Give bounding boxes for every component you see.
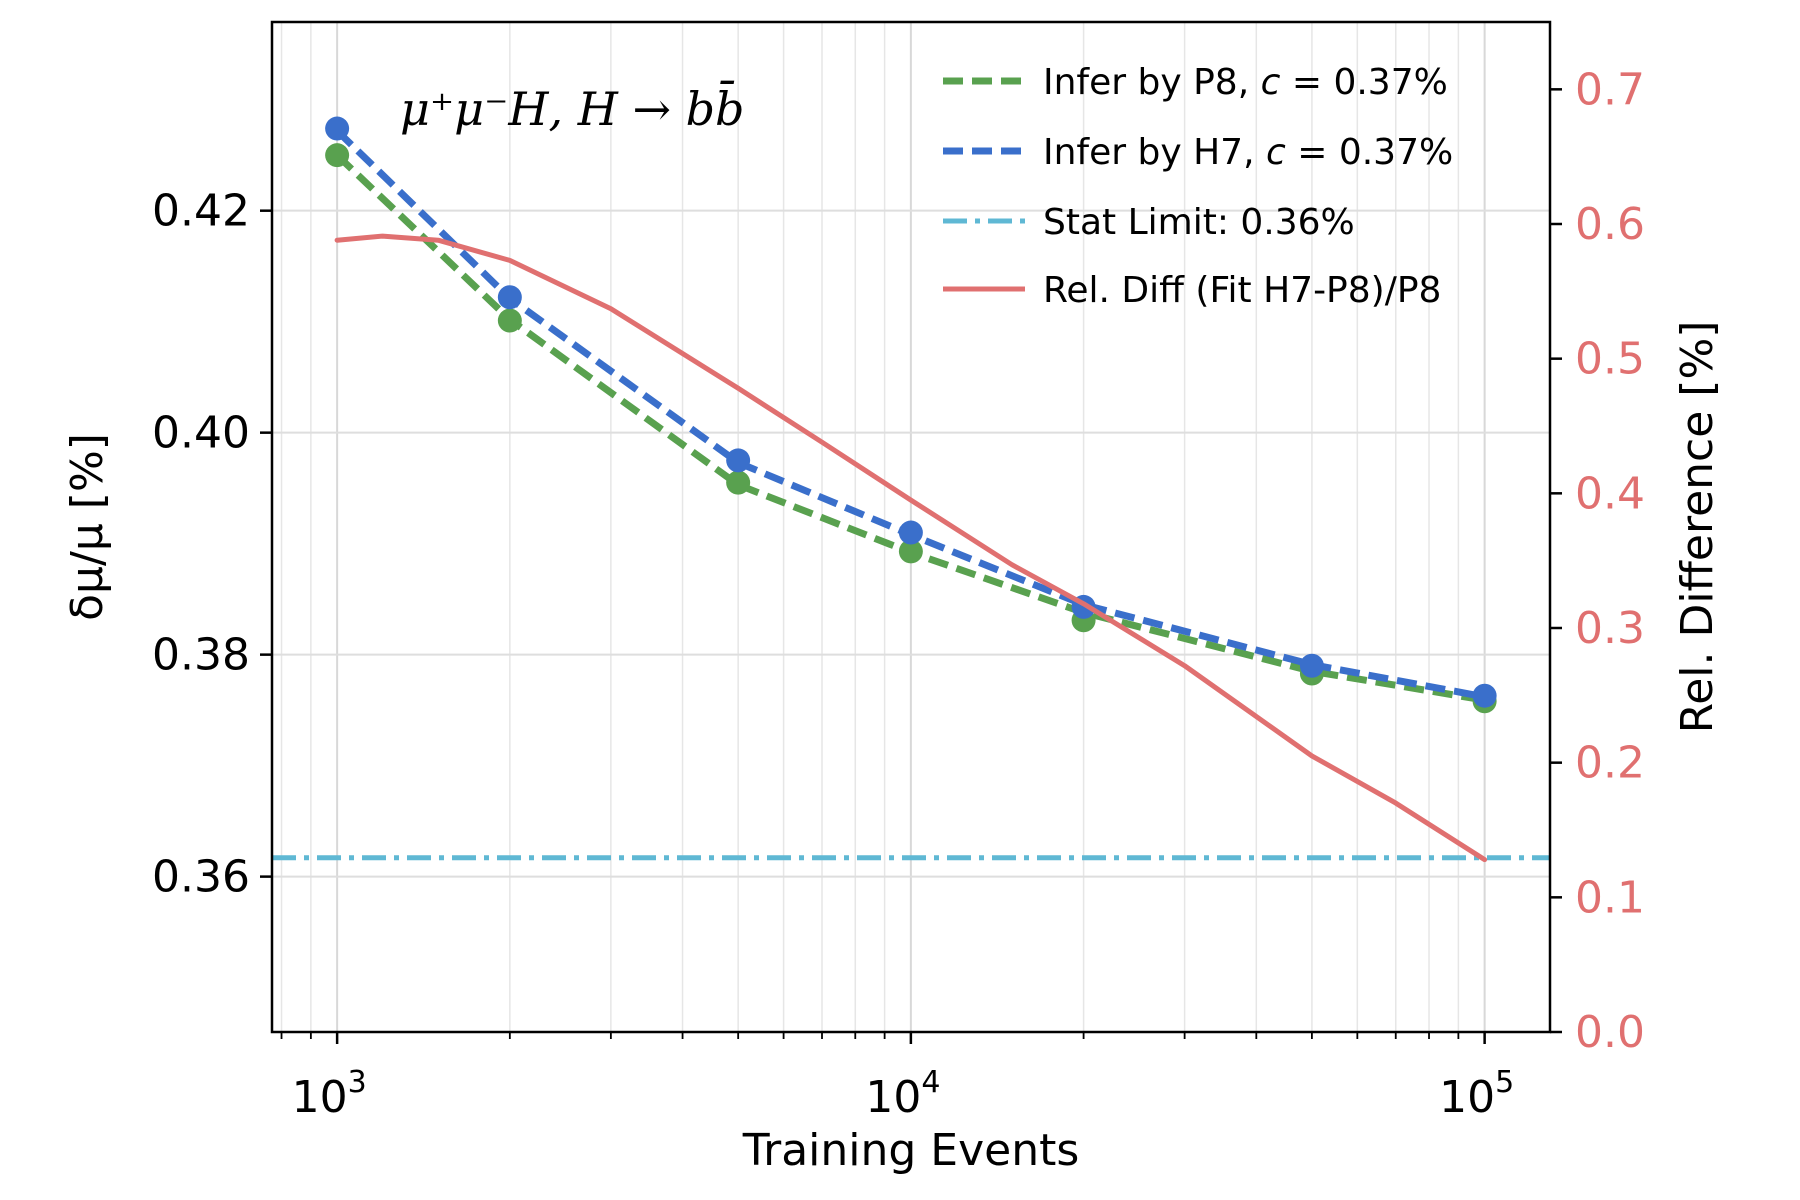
data-point [1299, 653, 1324, 678]
y2-tick-label: 0.7 [1575, 64, 1645, 115]
y2-axis-title: Rel. Difference [%] [1672, 321, 1723, 734]
x-axis-title: Training Events [742, 1125, 1080, 1176]
data-point [1472, 683, 1497, 708]
data-point [497, 285, 522, 310]
chart-annotation: μ⁺μ⁻H, H → bb̄ [400, 79, 745, 136]
data-point [726, 470, 751, 495]
legend-h7-label: Infer by H7, c = 0.37% [1043, 132, 1453, 173]
legend-p8-label: Infer by P8, c = 0.37% [1043, 62, 1448, 103]
y-tick-label: 0.40 [152, 408, 250, 459]
legend: Infer by P8, c = 0.37% Infer by H7, c = … [943, 62, 1453, 311]
y-tick-label: 0.36 [152, 852, 250, 903]
y-tick-label: 0.42 [152, 186, 250, 237]
x-tick-label: 103 [292, 1065, 367, 1123]
y2-tick-label: 0.0 [1575, 1007, 1645, 1058]
data-point [726, 448, 751, 473]
legend-stat-label: Stat Limit: 0.36% [1043, 202, 1355, 243]
rel-diff-curve [334, 233, 1488, 863]
grid [272, 22, 1550, 1032]
series-layer [325, 116, 1497, 714]
y2-tick-label: 0.3 [1575, 603, 1645, 654]
data-point [898, 520, 923, 545]
y-axis-title: δμ/μ [%] [62, 433, 113, 621]
y2-tick-label: 0.6 [1575, 199, 1645, 250]
data-point [325, 116, 350, 141]
series-h7 [325, 116, 1497, 708]
x-tick-label: 104 [865, 1065, 940, 1123]
ticks: 103 104 105 0.36 0.38 0.40 0.42 0.0 0.1 0.2 0.3 0.4… [152, 64, 1645, 1123]
data-point [325, 143, 350, 168]
y-tick-label: 0.38 [152, 630, 250, 681]
y2-tick-label: 0.5 [1575, 334, 1645, 385]
data-point [497, 308, 522, 333]
legend-reldiff-label: Rel. Diff (Fit H7-P8)/P8 [1043, 270, 1441, 311]
y2-tick-label: 0.4 [1575, 468, 1645, 519]
y2-tick-label: 0.2 [1575, 738, 1645, 789]
y2-tick-label: 0.1 [1575, 872, 1645, 923]
rel-diff-layer [334, 233, 1488, 863]
x-tick-label: 105 [1439, 1065, 1514, 1123]
data-point [898, 539, 923, 564]
